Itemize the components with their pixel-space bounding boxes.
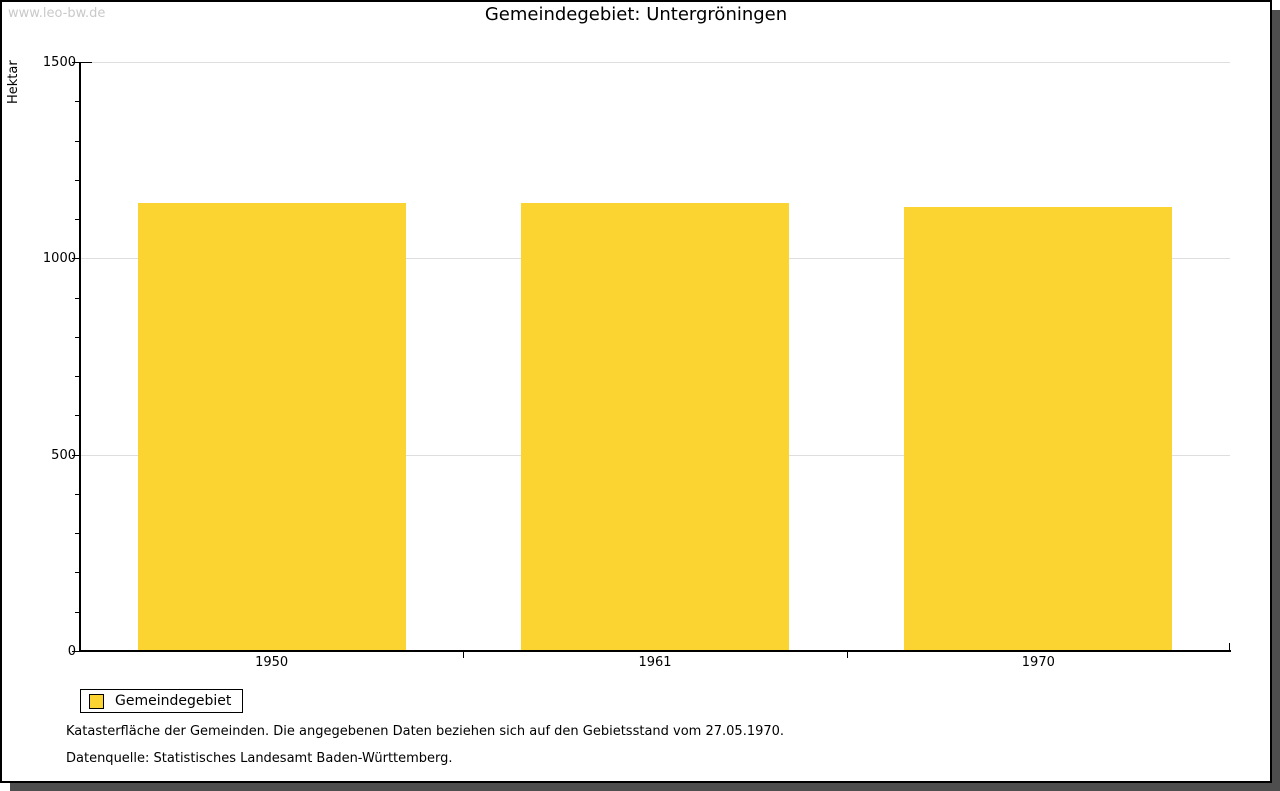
x-axis-end-tick — [1229, 643, 1230, 651]
y-tick-minor-300 — [75, 533, 79, 535]
watermark-url: www.leo-bw.de — [8, 6, 106, 21]
y-tick-minor-600 — [75, 415, 79, 417]
window-shadow-right — [1272, 10, 1280, 783]
x-tick-label-1950: 1950 — [255, 655, 289, 670]
bar-1961 — [521, 202, 789, 651]
y-axis-line — [79, 62, 81, 651]
footnote-gebietsstand: Katasterfläche der Gemeinden. Die angege… — [66, 724, 785, 739]
y-tick-minor-800 — [75, 336, 79, 338]
y-tick-minor-100 — [75, 611, 79, 613]
y-tick-minor-1200 — [75, 179, 79, 181]
y-tick-label-1000: 1000 — [42, 251, 76, 267]
y-tick-label-1500: 1500 — [42, 55, 76, 70]
y-tick-minor-1400 — [75, 101, 79, 103]
window-shadow-bottom — [10, 783, 1280, 791]
bar-1950 — [137, 202, 406, 651]
bar-1970 — [904, 206, 1173, 651]
plot-area: 0 500 1000 1500 1950 1961 1970 — [2, 2, 1270, 781]
y-tick-major-0 — [72, 651, 79, 652]
y-tick-label-500: 500 — [51, 447, 76, 463]
y-tick-label-0: 0 — [67, 644, 76, 659]
x-tick-boundary-2 — [846, 652, 848, 658]
footnote-datenquelle: Datenquelle: Statistisches Landesamt Bad… — [66, 751, 453, 766]
y-tick-minor-1300 — [75, 140, 79, 142]
x-axis-line — [79, 650, 1231, 652]
chart-title: Gemeindegebiet: Untergröningen — [484, 4, 788, 25]
y-axis-top-tick — [80, 62, 92, 63]
x-tick-label-1961: 1961 — [638, 655, 672, 670]
y-tick-major-1000 — [72, 258, 79, 260]
y-tick-minor-400 — [75, 493, 79, 495]
y-tick-major-1500 — [72, 62, 79, 63]
y-tick-minor-900 — [75, 297, 79, 299]
y-tick-major-500 — [72, 454, 79, 456]
legend-label: Gemeindegebiet — [115, 693, 232, 709]
legend-swatch-icon — [89, 693, 104, 709]
y-tick-minor-200 — [75, 572, 79, 574]
y-tick-minor-1100 — [75, 219, 79, 221]
x-tick-boundary-1 — [463, 652, 465, 658]
y-tick-minor-700 — [75, 376, 79, 378]
gridline-1500 — [81, 62, 1230, 63]
x-tick-label-1970: 1970 — [1021, 655, 1055, 670]
legend: Gemeindegebiet — [80, 689, 244, 713]
